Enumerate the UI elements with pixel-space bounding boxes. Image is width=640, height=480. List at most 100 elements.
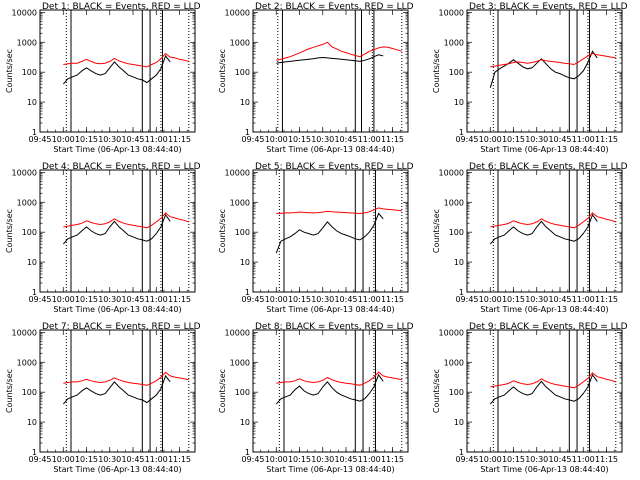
y-tick-label: 1 [459,128,464,137]
x-tick-label: 10:00 [265,135,288,144]
x-tick-label: 11:00 [572,135,595,144]
x-tick-label: 11:15 [168,295,191,304]
y-tick-label: 1000 [17,38,37,47]
events-series-line [489,50,598,88]
y-axis-label: Counts/sec [432,209,441,253]
plot-frame [252,9,409,133]
x-tick-label: 10:15 [75,295,98,304]
detector-panel: Det 4: BLACK = Events, RED = LLD 1 10 100 10… [5,162,201,314]
y-axis-label: Counts/sec [218,209,227,253]
y-axis-label: Counts/sec [5,369,14,413]
y-tick-label: 10000 [439,168,464,177]
x-tick-label: 09:45 [455,295,478,304]
y-tick-label: 10 [240,258,250,267]
y-tick-label: 1000 [230,38,250,47]
y-tick-label: 1 [32,128,37,137]
y-axis-label: Counts/sec [432,369,441,413]
plot-frame [252,329,409,453]
lld-series-line [276,371,402,386]
panel-title: Det 7: BLACK = Events, RED = LLD [42,322,201,332]
x-tick-label: 09:45 [28,295,51,304]
y-tick-label: 1 [459,288,464,297]
y-tick-label: 10000 [12,328,37,337]
plot-frame [39,329,196,453]
x-tick-label: 10:45 [334,455,357,464]
x-tick-label: 09:45 [241,135,264,144]
x-tick-label: 11:15 [595,295,618,304]
y-tick-label: 10000 [225,328,250,337]
x-tick-label: 09:45 [455,135,478,144]
lld-series-line [490,212,616,229]
lld-series-line [490,372,616,389]
x-tick-label: 11:15 [381,135,404,144]
x-tick-label: 10:30 [311,135,334,144]
y-tick-label: 10000 [12,8,37,17]
x-axis-label: Start Time (06-Apr-13 08:44:40) [266,305,394,314]
x-tick-label: 11:15 [381,295,404,304]
detector-panel: Det 6: BLACK = Events, RED = LLD 1 10 100 10… [432,162,628,314]
y-tick-label: 10000 [439,8,464,17]
x-tick-label: 10:00 [479,455,502,464]
y-axis-label: Counts/sec [218,369,227,413]
x-tick-label: 10:45 [548,295,571,304]
x-axis-label: Start Time (06-Apr-13 08:44:40) [480,305,608,314]
x-tick-label: 11:00 [358,135,381,144]
plot-frame [466,9,623,133]
y-axis-label: Counts/sec [5,209,14,253]
y-tick-label: 100 [449,68,464,77]
y-tick-label: 1000 [230,358,250,367]
x-tick-label: 10:45 [121,135,144,144]
y-tick-label: 100 [22,388,37,397]
x-tick-label: 11:00 [358,455,381,464]
x-tick-label: 11:15 [595,135,618,144]
x-tick-label: 11:00 [145,295,168,304]
lld-series-line [490,52,616,68]
y-tick-label: 100 [22,228,37,237]
y-tick-label: 10 [454,258,464,267]
panel-title: Det 2: BLACK = Events, RED = LLD [255,2,414,12]
x-tick-label: 11:15 [168,455,191,464]
x-tick-label: 10:30 [525,135,548,144]
y-tick-label: 10 [240,418,250,427]
y-tick-label: 1000 [17,358,37,367]
y-tick-label: 100 [235,228,250,237]
x-tick-label: 10:00 [265,455,288,464]
x-tick-label: 10:15 [502,135,525,144]
lld-series-line [276,207,402,215]
y-tick-label: 10000 [439,328,464,337]
panel-title: Det 8: BLACK = Events, RED = LLD [255,322,414,332]
x-tick-label: 10:15 [502,295,525,304]
y-tick-label: 1000 [230,198,250,207]
x-axis-label: Start Time (06-Apr-13 08:44:40) [53,465,181,474]
y-tick-label: 1 [245,448,250,457]
panel-title: Det 3: BLACK = Events, RED = LLD [469,2,628,12]
detector-panel: Det 2: BLACK = Events, RED = LLD 1 10 100 10… [218,2,414,154]
detector-panel: Det 3: BLACK = Events, RED = LLD 1 10 100 10… [432,2,628,154]
x-tick-label: 09:45 [455,455,478,464]
x-tick-label: 10:15 [502,455,525,464]
x-tick-label: 10:00 [52,135,75,144]
x-tick-label: 10:00 [265,295,288,304]
detector-panel: Det 8: BLACK = Events, RED = LLD 1 10 100 10… [218,322,414,474]
x-tick-label: 10:00 [52,455,75,464]
lld-series-line [63,371,189,386]
y-axis-label: Counts/sec [432,49,441,93]
events-series-line [275,373,384,405]
x-tick-label: 11:00 [145,455,168,464]
y-tick-label: 1000 [17,198,37,207]
x-tick-label: 10:30 [98,135,121,144]
detector-panel: Det 5: BLACK = Events, RED = LLD 1 10 100 10… [218,162,414,314]
x-tick-label: 10:30 [98,295,121,304]
plot-frame [39,9,196,133]
x-tick-label: 10:30 [311,295,334,304]
plot-frame [466,329,623,453]
x-axis-label: Start Time (06-Apr-13 08:44:40) [53,145,181,154]
x-tick-label: 10:45 [121,455,144,464]
y-tick-label: 10 [454,98,464,107]
x-axis-label: Start Time (06-Apr-13 08:44:40) [266,465,394,474]
events-series-line [489,373,598,405]
panel-title: Det 4: BLACK = Events, RED = LLD [42,162,201,172]
x-tick-label: 10:30 [525,455,548,464]
events-series-line [489,213,598,245]
